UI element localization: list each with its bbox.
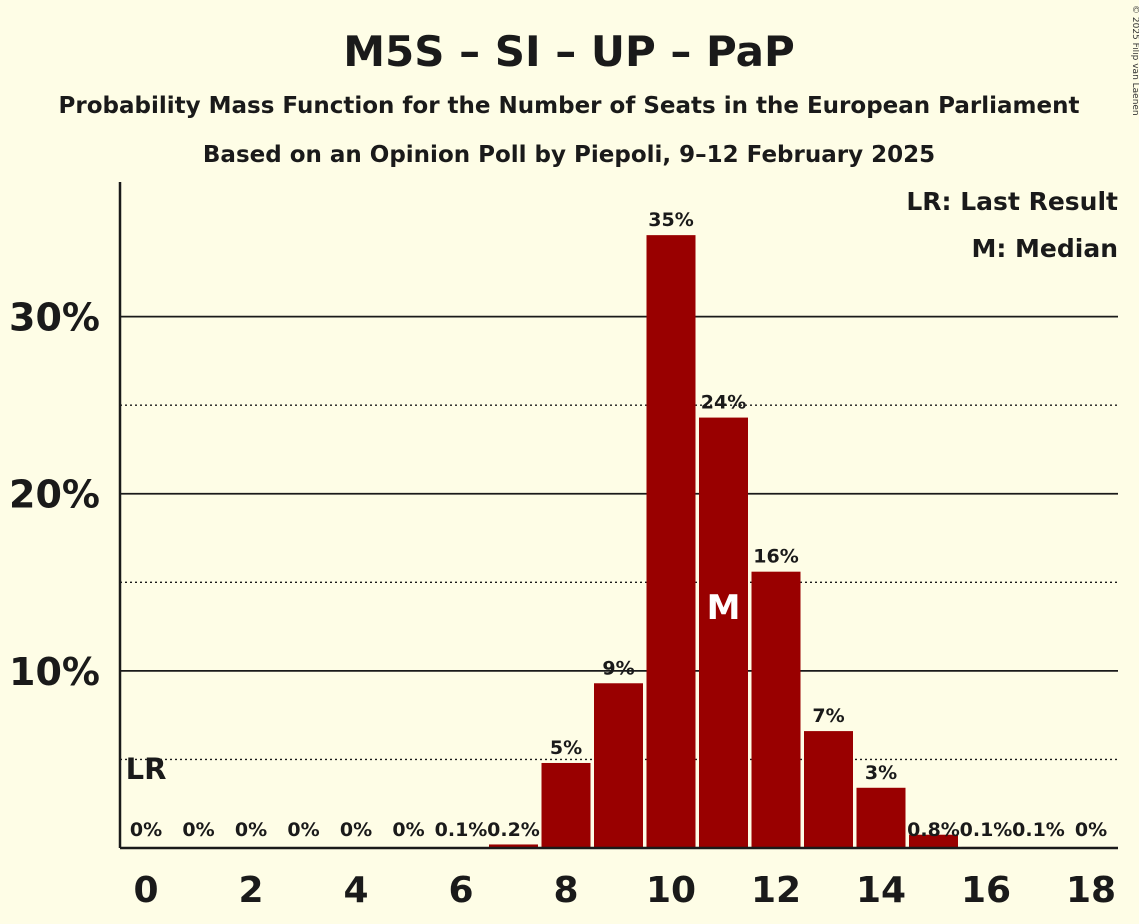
bar-value-label: 0% [287,819,319,841]
y-tick-label: 20% [9,473,100,517]
x-tick-label: 16 [961,870,1011,911]
bar [646,235,696,848]
copyright-notice: © 2025 Filip van Laenen [1130,5,1139,116]
y-tick-label: 30% [9,296,100,340]
bar [856,787,906,848]
bar-value-label: 0% [392,819,424,841]
grid [120,315,1118,761]
bar-value-label: 0.2% [487,819,540,841]
bar [541,762,591,848]
x-tick-label: 8 [553,870,578,911]
bar-value-label: 0% [182,819,214,841]
x-tick-label: 10 [646,870,696,911]
bar [699,417,748,848]
bar [909,834,958,848]
bar-value-label: 16% [753,546,798,568]
x-tick-label: 14 [856,870,906,911]
bar-value-label: 0% [235,819,267,841]
data-labels: 0% 0% 0% 0% 0% 0% 0.1% 0.2%5%9%35%24%16%7%3%0.8… [130,209,1107,841]
bar-value-label: 0% [1075,819,1107,841]
bar-value-label: 0.1% [1012,819,1065,841]
x-tick-label: 2 [238,870,263,911]
bar-value-label: 5% [550,737,582,759]
last-result-marker: LR [126,752,167,786]
legend-median: M: Median [971,234,1118,263]
bar-value-label: 0% [130,819,162,841]
bar-value-label: 0.8% [907,819,960,841]
bar [804,731,853,848]
bar-value-label: 35% [648,209,693,231]
median-marker: M [707,588,741,628]
chart-source: Based on an Opinion Poll by Piepoli, 9–1… [203,142,935,168]
x-tick-label: 12 [751,870,801,911]
bar-value-label: 0% [340,819,372,841]
bar-value-label: 3% [865,762,897,784]
axes: 10% 20% 30% 0 2 4 6 8 10 12 14 16 18 [9,182,1118,911]
bar [594,683,643,848]
bar-value-label: 7% [812,705,844,727]
x-tick-label: 4 [343,870,368,911]
bars [436,235,1063,848]
bar-value-label: 24% [701,392,746,414]
x-tick-label: 6 [448,870,473,911]
bar-value-label: 0.1% [435,819,488,841]
bar [751,571,801,848]
bar-value-label: 0.1% [960,819,1013,841]
x-tick-label: 0 [133,870,158,911]
x-tick-label: 18 [1066,870,1116,911]
bar [489,844,538,848]
chart-title: M5S – SI – UP – PaP [343,27,795,76]
bar-value-label: 9% [602,657,634,679]
legend-last-result: LR: Last Result [906,187,1118,216]
chart-subtitle: Probability Mass Function for the Number… [59,93,1080,119]
y-tick-label: 10% [9,650,100,694]
